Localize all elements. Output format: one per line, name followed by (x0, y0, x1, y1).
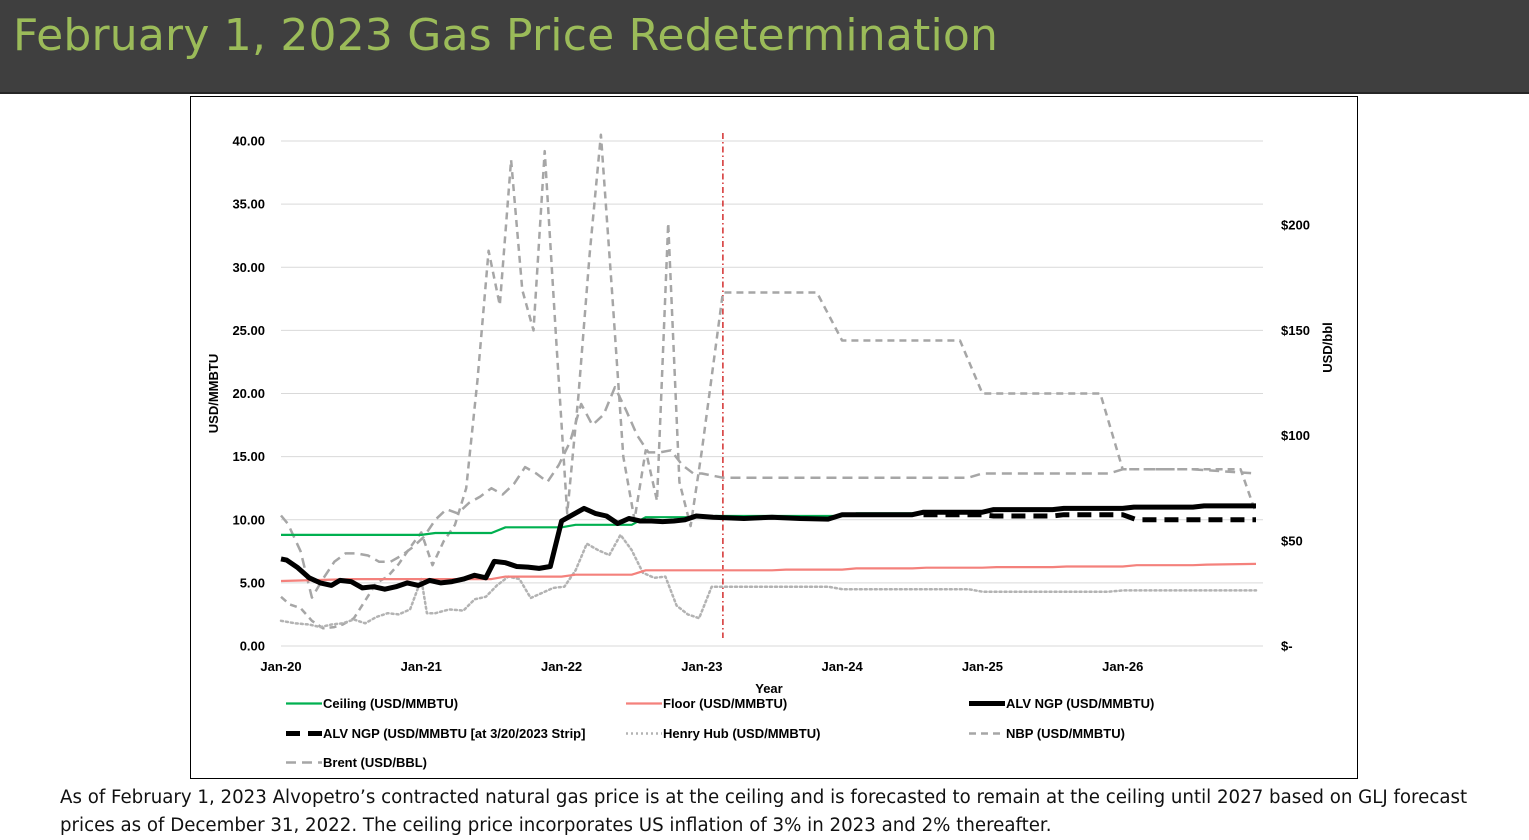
legend-label-alv: ALV NGP (USD/MMBTU) (1006, 696, 1154, 711)
y-tick-label: 5.00 (240, 575, 265, 590)
chart-frame: 0.00 5.00 10.00 15.00 20.00 25.00 30.00 35.00 40… (190, 96, 1358, 779)
y-tick-label: 25.00 (232, 323, 265, 338)
x-tick-label: Jan-26 (1102, 659, 1143, 674)
y-tick-label: 35.00 (232, 197, 265, 212)
x-tick-label: Jan-21 (401, 659, 442, 674)
page-title: February 1, 2023 Gas Price Redeterminati… (13, 10, 999, 61)
series-line-nbp (280, 133, 1258, 630)
series-line-alv (280, 503, 1256, 592)
y-tick-label: 20.00 (232, 386, 265, 401)
slide-header: February 1, 2023 Gas Price Redeterminati… (0, 0, 1529, 94)
y-tick-label: 15.00 (232, 449, 265, 464)
series-line-floor (280, 562, 1257, 583)
x-tick-label: Jan-22 (541, 659, 582, 674)
y-axis-title: USD/MMBTU (206, 354, 221, 433)
legend-label-nbp: NBP (USD/MMBTU) (1006, 726, 1125, 741)
x-tick-label: Jan-20 (260, 659, 301, 674)
legend-label-henry: Henry Hub (USD/MMBTU) (663, 726, 820, 741)
x-axis-title: Year (755, 681, 782, 696)
y2-tick-label: $50 (1281, 533, 1303, 548)
y2-tick-label: $200 (1281, 218, 1310, 233)
series-line-brent (280, 385, 1257, 599)
y2-tick-label: $- (1281, 639, 1293, 654)
y2-tick-label: $100 (1281, 428, 1310, 443)
legend-label-ceiling: Ceiling (USD/MMBTU) (323, 696, 458, 711)
x-tick-label: Jan-24 (822, 659, 864, 674)
gas-price-chart: 0.00 5.00 10.00 15.00 20.00 25.00 30.00 35.00 40… (206, 133, 1335, 770)
footnote-text: As of February 1, 2023 Alvopetro’s contr… (60, 787, 1468, 836)
series-line-alv_strip (923, 512, 1256, 523)
y-tick-label: 30.00 (232, 260, 265, 275)
y2-axis-title: USD/bbl (1320, 322, 1335, 373)
y-tick-label: 0.00 (240, 639, 265, 654)
y-tick-label: 10.00 (232, 512, 265, 527)
series-line-henry (279, 533, 1258, 629)
y2-tick-label: $150 (1281, 323, 1310, 338)
legend-label-brent: Brent (USD/BBL) (323, 755, 427, 770)
legend-label-floor: Floor (USD/MMBTU) (663, 696, 787, 711)
legend-label-alv_strip: ALV NGP (USD/MMBTU [at 3/20/2023 Strip] (323, 726, 585, 741)
x-tick-label: Jan-23 (681, 659, 722, 674)
y-tick-label: 40.00 (232, 134, 265, 149)
x-tick-label: Jan-25 (962, 659, 1003, 674)
